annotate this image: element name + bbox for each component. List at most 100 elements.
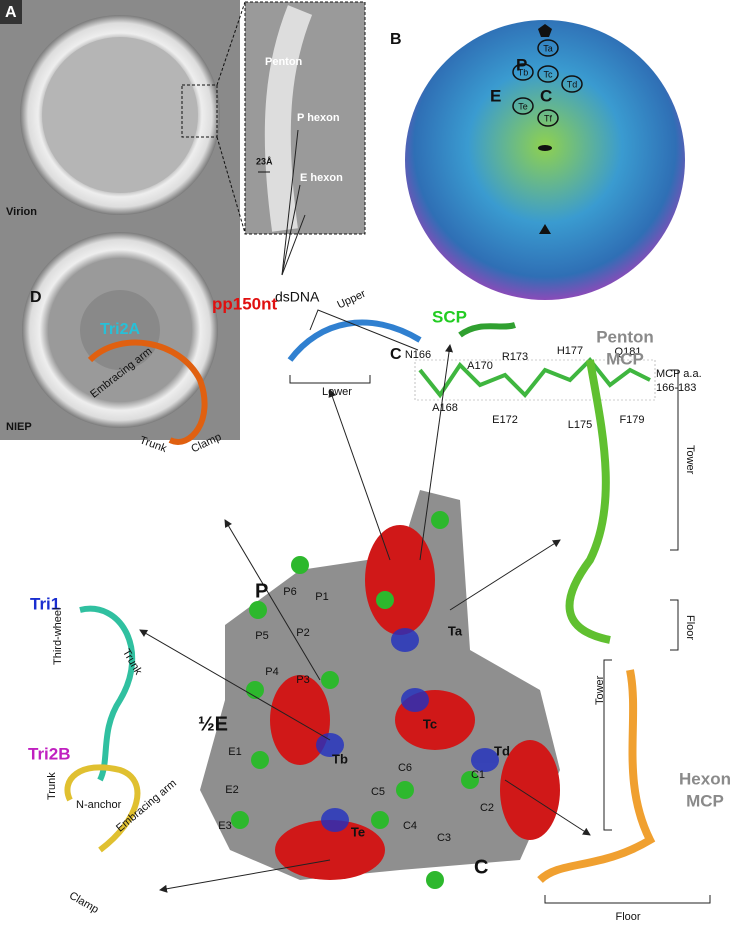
triplex-marker [561, 75, 583, 93]
domain-label: Third-wheel [52, 608, 64, 665]
capsomer-label: P3 [296, 674, 309, 686]
triplex-marker [512, 63, 534, 81]
penton-ribbon [565, 359, 611, 644]
region-label: C [540, 86, 552, 105]
region-label: P [516, 55, 527, 74]
residue-label: N166 [405, 349, 431, 361]
caption: MCP a.a. [656, 368, 702, 380]
protein-title: Tri2B [28, 744, 71, 763]
inset-label: P hexon [297, 112, 340, 124]
domain-label: Floor [615, 911, 640, 923]
triplex-label: Tc [544, 69, 554, 79]
pointer [281, 214, 306, 276]
triplex-label: Tc [423, 716, 437, 731]
panel-label: B [390, 31, 402, 48]
capsomer-label: C3 [437, 832, 451, 844]
region-label: E [490, 86, 501, 105]
triplex-label: Tb [518, 67, 529, 77]
inset-link [216, 136, 246, 234]
triplex-marker [512, 97, 534, 115]
inset-box [181, 84, 218, 138]
domain-label: Trunk [46, 772, 58, 800]
caption: 166-183 [656, 382, 696, 394]
triplex-label: Te [518, 101, 528, 111]
triplex-marker [537, 65, 559, 83]
panel-label: D [30, 289, 42, 306]
virion-core [42, 37, 198, 193]
domain-label: Tower [684, 445, 696, 475]
domain-label: Trunk [120, 647, 144, 677]
panel-label: C [390, 346, 402, 363]
protein-title: Tri1 [30, 594, 60, 613]
domain-label: Lower [322, 386, 352, 398]
protein-title: Penton [596, 327, 654, 346]
triplex-label: Ta [448, 623, 463, 638]
inset-link [216, 1, 246, 86]
residue-label: A170 [467, 360, 493, 372]
protein-title: MCP [686, 791, 724, 810]
inset-label: E hexon [300, 172, 343, 184]
capsomer-label: C4 [403, 820, 417, 832]
domain-label: Upper [335, 288, 368, 312]
tri1-ribbon [79, 605, 136, 782]
capsomer-label: C5 [371, 786, 385, 798]
protein-title: pp150nt [212, 294, 278, 313]
triplex-label: Ta [543, 43, 553, 53]
capsomer-label: E1 [228, 746, 241, 758]
triplex-label: Tb [332, 751, 348, 766]
capsomer-label: C6 [398, 762, 412, 774]
protein-title: MCP [606, 349, 644, 368]
tri2b-ribbon [64, 764, 141, 853]
panel-label: A [5, 4, 17, 21]
capsid-map [405, 20, 685, 300]
scale-bar-label: 23Å [256, 156, 273, 166]
protein-title: Hexon [679, 769, 731, 788]
capsomer-label: C1 [471, 769, 485, 781]
capsomer-label: E2 [225, 784, 238, 796]
protein-title: SCP [432, 307, 467, 326]
domain-label: Clamp [67, 890, 101, 916]
domain-label: N-anchor [76, 799, 122, 811]
tri2a-ribbon [87, 339, 208, 445]
tri1-densities [316, 628, 499, 832]
capsomer-label: P5 [255, 630, 268, 642]
vertex-label: ½E [198, 713, 228, 735]
pointer [281, 184, 301, 276]
triplex-label: Td [494, 743, 510, 758]
capsomer-label: P1 [315, 591, 328, 603]
residue-label: R173 [502, 351, 528, 363]
triplex-marker [537, 109, 559, 127]
domain-label: Tower [594, 675, 606, 705]
vertex-label: C [474, 856, 488, 878]
residue-label: Q181 [615, 346, 642, 358]
triplex-marker [537, 39, 559, 57]
capsomer-label: P2 [296, 627, 309, 639]
inset-map [244, 1, 366, 235]
residue-label: L175 [568, 419, 592, 431]
twofold-symbol [538, 145, 552, 151]
capsomer-label: P4 [265, 666, 278, 678]
mcp-backbone [418, 357, 651, 399]
vertex-label: P [255, 580, 268, 602]
triplex-label: Te [351, 824, 365, 839]
caption: NIEP [6, 421, 32, 433]
residue-label: E172 [492, 414, 518, 426]
residue-label: H177 [557, 345, 583, 357]
triplex-label: Tf [544, 113, 552, 123]
hexon-ribbon [537, 669, 656, 884]
capsomer-label: E3 [218, 820, 231, 832]
capsomer-label: P6 [283, 586, 296, 598]
domain-label: Floor [684, 615, 696, 640]
arrows [139, 344, 591, 893]
domain-label: Embracing arm [114, 777, 179, 834]
fivefold-symbol [538, 24, 552, 37]
label-box [0, 0, 22, 24]
brackets [289, 309, 711, 904]
caption: Virion [6, 206, 37, 218]
pp150-ribbon [287, 319, 422, 362]
pointer [281, 129, 299, 276]
scp-ribbon [458, 322, 516, 338]
inset-density [264, 5, 313, 232]
